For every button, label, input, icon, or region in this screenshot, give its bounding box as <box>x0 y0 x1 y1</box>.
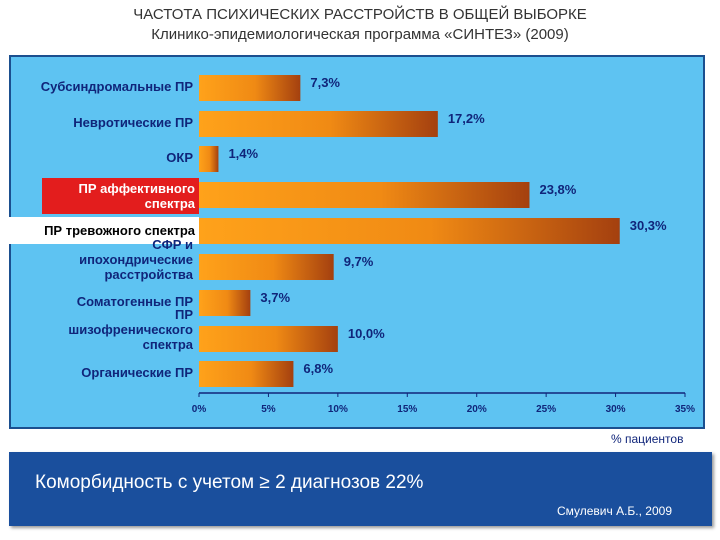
x-tick-label: 20% <box>467 404 487 415</box>
bar <box>199 75 301 101</box>
category-label: ПР шизофренического спектра <box>68 306 193 352</box>
value-label: 1,4% <box>228 146 258 161</box>
value-label: 17,2% <box>448 111 485 126</box>
source-citation: Смулевич А.Б., 2009 <box>556 504 672 518</box>
bar <box>199 361 294 387</box>
bar <box>199 111 438 137</box>
category-label: Соматогенные ПР <box>76 293 193 309</box>
value-label: 9,7% <box>344 254 374 269</box>
x-tick-label: 25% <box>536 404 556 415</box>
comorbidity-banner: Коморбидность с учетом ≥ 2 диагнозов 22%… <box>9 452 712 526</box>
x-tick-label: 0% <box>192 404 207 415</box>
comorbidity-text: Коморбидность с учетом ≥ 2 диагнозов 22% <box>35 472 424 493</box>
bar <box>199 326 338 352</box>
bar-chart: 7,3% 17,2% 1,4% 23,8% 30,3% 9,7% 3,7% 10,0% 6,8%… <box>192 75 695 415</box>
category-label: Субсиндромальные ПР <box>40 78 193 94</box>
value-label: 10,0% <box>348 326 385 341</box>
x-tick-label: 15% <box>397 404 417 415</box>
category-label: ПР аффективного спектра <box>42 178 199 214</box>
bar <box>199 254 334 280</box>
category-label: ПР тревожного спектра <box>7 217 199 244</box>
slide-subtitle: Клинико-эпидемиологическая программа «СИ… <box>151 26 569 43</box>
bar <box>199 290 251 316</box>
bar <box>199 182 530 208</box>
bar <box>199 218 620 244</box>
chart-area: Субсиндромальные ПР Невротические ПР ОКР ПР… <box>7 55 705 446</box>
value-label: 7,3% <box>310 75 340 90</box>
category-label: Невротические ПР <box>73 114 193 130</box>
x-tick-label: 35% <box>675 404 695 415</box>
value-label: 30,3% <box>630 218 667 233</box>
value-label: 23,8% <box>539 182 576 197</box>
bar <box>199 146 219 172</box>
x-tick-label: 10% <box>328 404 348 415</box>
slide-title: ЧАСТОТА ПСИХИЧЕСКИХ РАССТРОЙСТВ В ОБЩЕЙ … <box>133 6 587 23</box>
category-label: СФР и ипохондрические расстройства <box>79 236 193 282</box>
category-label: Органические ПР <box>81 364 193 380</box>
x-tick-label: 5% <box>261 404 276 415</box>
value-label: 3,7% <box>260 290 290 305</box>
x-axis-label: % пациентов <box>611 432 684 446</box>
value-label: 6,8% <box>303 361 333 376</box>
category-label: ОКР <box>166 149 193 165</box>
x-tick-label: 30% <box>606 404 626 415</box>
